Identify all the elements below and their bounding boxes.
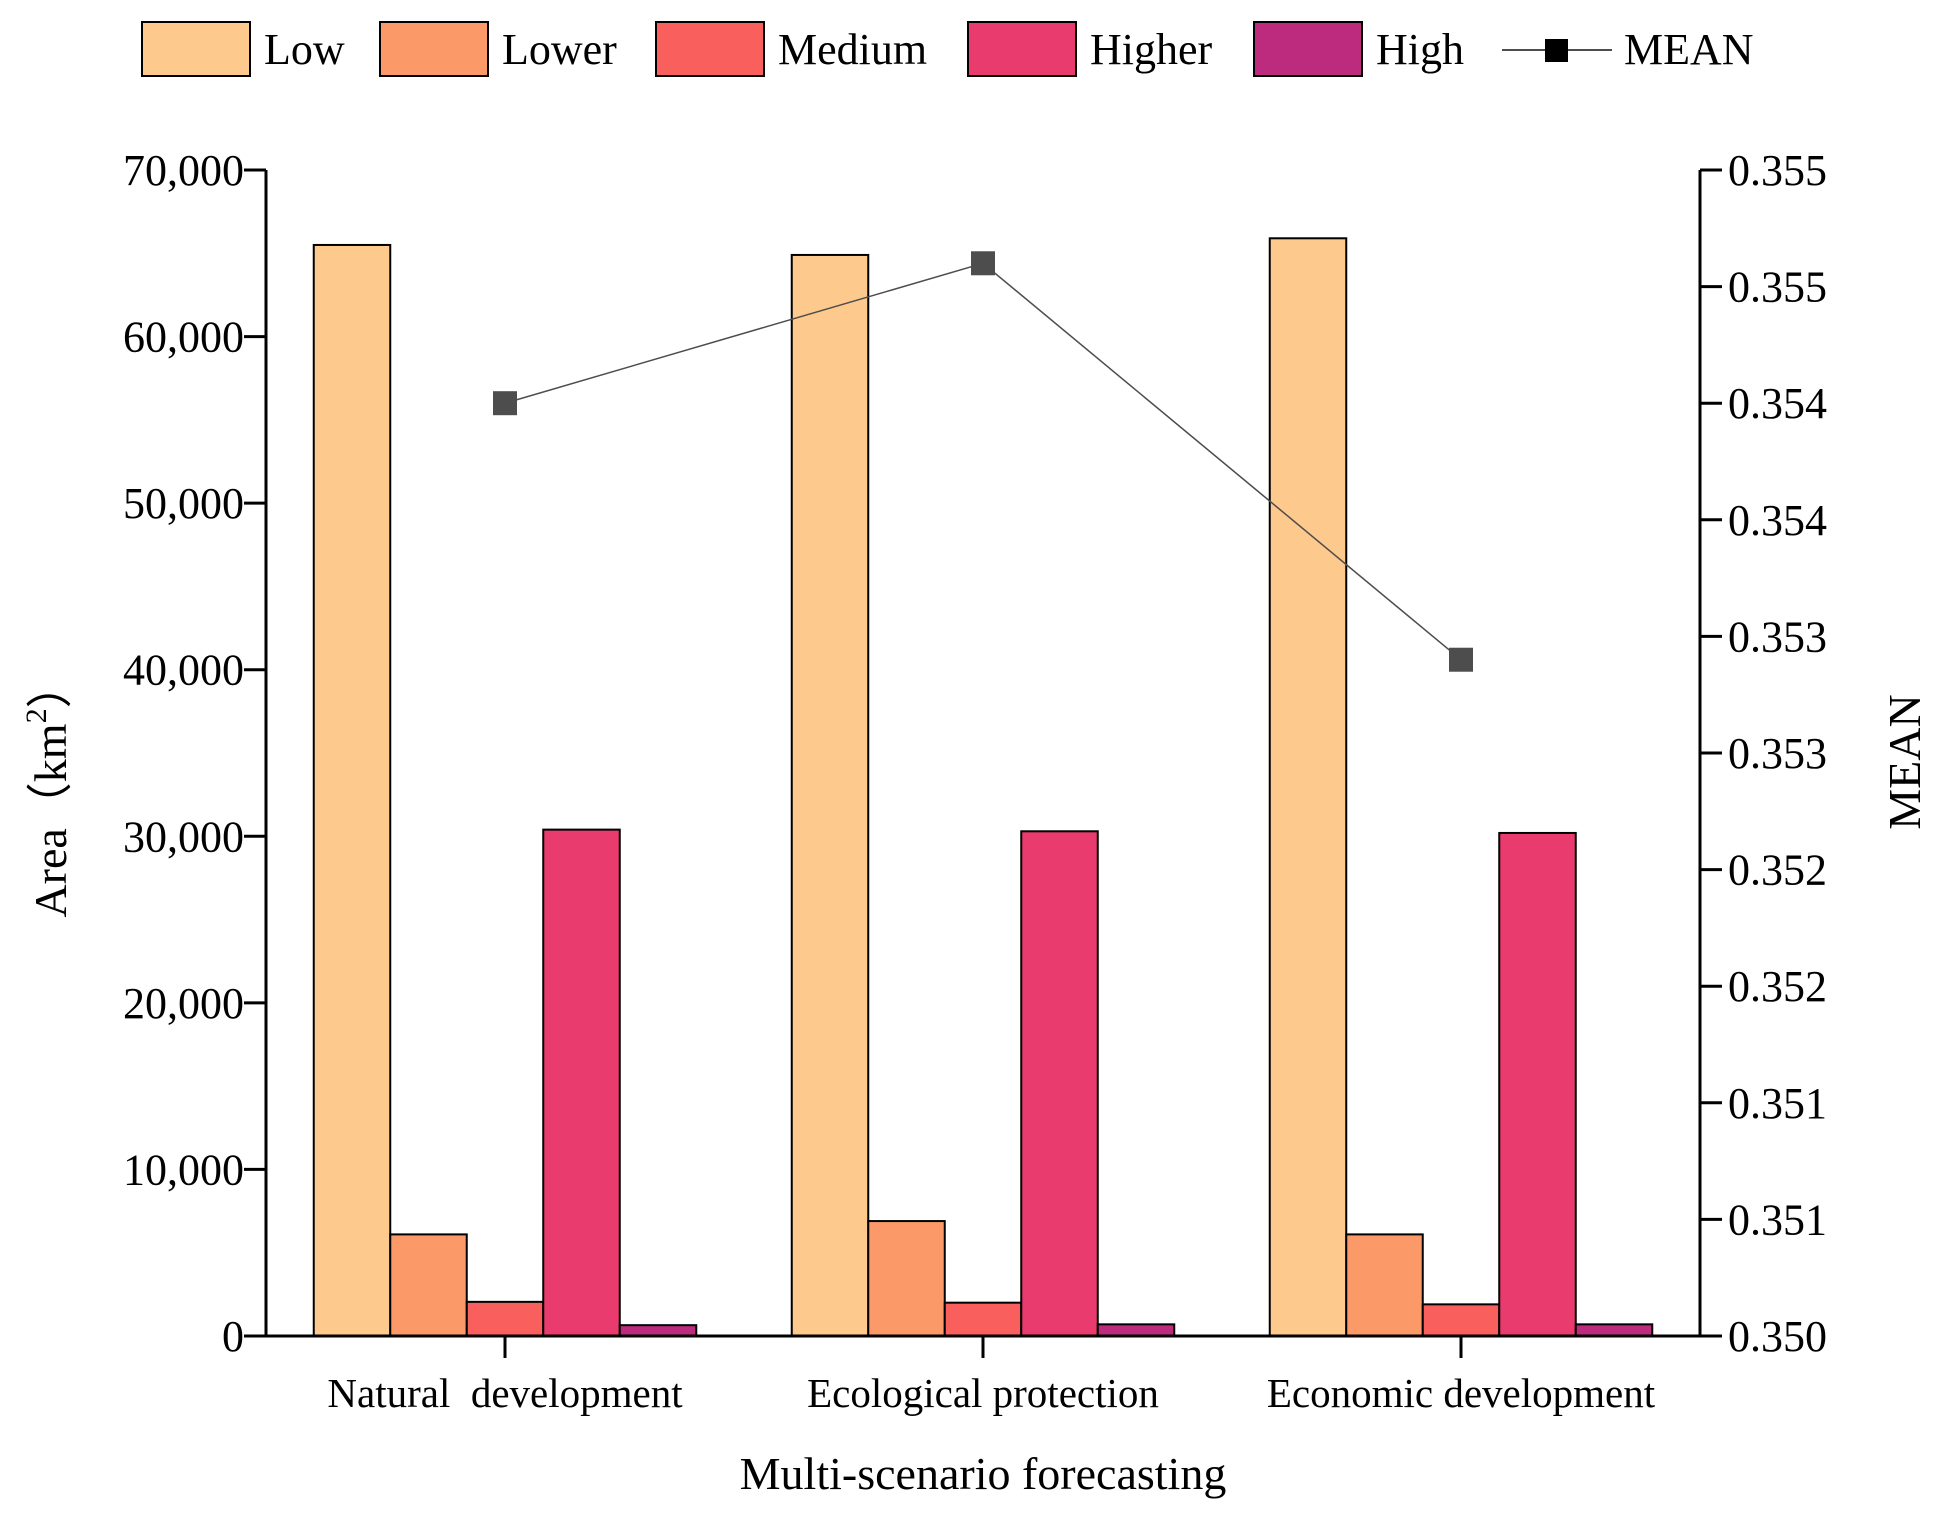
bar-lower: [867, 1220, 946, 1337]
category-label: Natural development: [327, 1370, 683, 1416]
bar-medium: [1421, 1303, 1501, 1338]
bar-medium: [465, 1300, 545, 1338]
left-tick-label: 30,000: [123, 812, 244, 861]
legend-label-high: High: [1376, 25, 1464, 74]
bar-higher: [1020, 830, 1099, 1337]
legend-label-low: Low: [264, 25, 345, 74]
bar-low: [312, 243, 392, 1337]
y-axis-title-sup: 2: [20, 708, 53, 723]
legend-swatch-higher: [967, 21, 1077, 77]
left-axis-ticks: 0 10,000 20,000 30,000 40,000 50,000 60,000 70,…: [123, 146, 266, 1361]
mean-point: [971, 251, 995, 276]
right-tick-label: 0.353: [1728, 612, 1827, 661]
left-tick-label: 0: [222, 1312, 244, 1361]
bar-high: [1096, 1323, 1176, 1337]
legend-swatch-medium: [655, 21, 765, 77]
legend-swatch-high: [1253, 21, 1363, 77]
legend: Low Lower Medium Higher High MEAN: [141, 21, 1754, 77]
bar-higher: [542, 828, 621, 1337]
y-axis-title-end: ）: [25, 662, 76, 708]
legend-marker-mean: [1545, 39, 1568, 62]
right-tick-label: 0.350: [1728, 1312, 1827, 1361]
bar-higher: [1498, 831, 1577, 1337]
legend-label-lower: Lower: [502, 25, 617, 74]
left-tick-label: 20,000: [123, 979, 244, 1028]
left-tick-label: 50,000: [123, 479, 244, 528]
bar-lower: [1345, 1233, 1424, 1338]
legend-label-higher: Higher: [1090, 25, 1213, 74]
category-label: Ecological protection: [807, 1370, 1159, 1416]
legend-label-medium: Medium: [778, 25, 927, 74]
right-tick-label: 0.352: [1728, 846, 1827, 895]
legend-swatch-low: [141, 21, 251, 77]
legend-swatch-lower: [379, 21, 489, 77]
y2-axis-title: MEAN: [1879, 694, 1930, 829]
right-tick-label: 0.352: [1728, 962, 1827, 1011]
mean-line-series: [493, 251, 1473, 672]
x-axis-ticks: Natural development Ecological protection…: [327, 1336, 1656, 1416]
bar-high: [1574, 1323, 1654, 1337]
left-tick-label: 40,000: [123, 646, 244, 695]
x-axis-title: Multi-scenario forecasting: [740, 1448, 1227, 1499]
right-tick-label: 0.354: [1728, 379, 1827, 428]
y-axis-title: Area（km2）: [20, 662, 76, 917]
bars: [312, 237, 1654, 1338]
left-tick-label: 60,000: [123, 313, 244, 362]
right-tick-label: 0.351: [1728, 1079, 1827, 1128]
mean-point: [493, 391, 517, 416]
left-tick-label: 10,000: [123, 1145, 244, 1194]
right-tick-label: 0.354: [1728, 496, 1827, 545]
bar-low: [790, 253, 870, 1338]
right-tick-label: 0.355: [1728, 146, 1827, 195]
bar-low: [1268, 237, 1348, 1337]
bar-lower: [389, 1233, 468, 1338]
y-axis-title-main: Area（km: [25, 723, 76, 917]
category-label: Economic development: [1267, 1370, 1656, 1416]
mean-point: [1449, 647, 1473, 672]
bar-medium: [943, 1301, 1023, 1337]
left-tick-label: 70,000: [123, 146, 244, 195]
right-tick-label: 0.355: [1728, 263, 1827, 312]
bar-high: [618, 1324, 698, 1337]
right-tick-label: 0.353: [1728, 729, 1827, 778]
legend-label-mean: MEAN: [1624, 25, 1754, 74]
right-tick-label: 0.351: [1728, 1195, 1827, 1244]
right-axis-ticks: 0.350 0.351 0.351 0.352 0.352 0.353 0.353 0.354…: [1700, 146, 1827, 1361]
